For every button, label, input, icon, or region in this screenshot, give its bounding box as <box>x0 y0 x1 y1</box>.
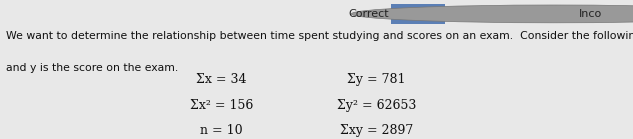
Circle shape <box>351 5 633 23</box>
Text: n = 10: n = 10 <box>200 124 243 137</box>
Text: Σx = 34: Σx = 34 <box>196 73 247 86</box>
Text: Σy² = 62653: Σy² = 62653 <box>337 99 417 112</box>
Text: Σy = 781: Σy = 781 <box>348 73 406 86</box>
Text: Correct: Correct <box>349 9 389 19</box>
Text: Inco: Inco <box>579 9 603 19</box>
Bar <box>391 4 445 24</box>
Text: and y is the score on the exam.: and y is the score on the exam. <box>6 63 179 73</box>
Text: Σx² = 156: Σx² = 156 <box>190 99 253 112</box>
Text: We want to determine the relationship between time spent studying and scores on : We want to determine the relationship be… <box>6 31 633 41</box>
Text: Σxy = 2897: Σxy = 2897 <box>340 124 413 137</box>
